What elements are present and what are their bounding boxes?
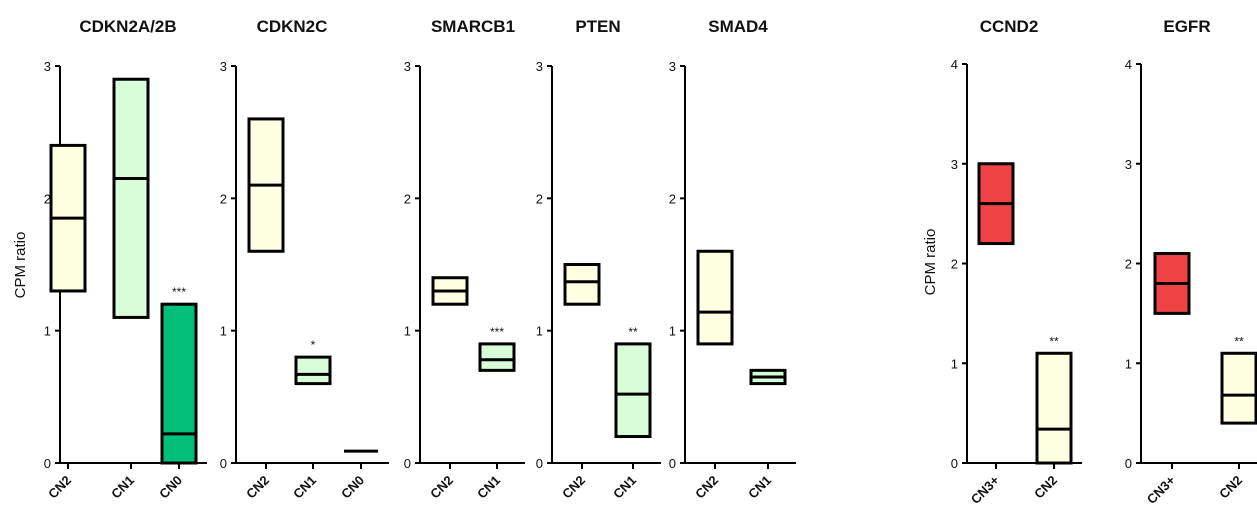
box-range (160, 302, 198, 465)
y-tick-label: 2 (44, 191, 51, 206)
significance-marker: ** (1049, 334, 1059, 348)
y-tick-label: 0 (669, 456, 676, 471)
box-range (614, 342, 652, 439)
significance-marker: *** (172, 285, 186, 299)
y-tick-label: 2 (220, 191, 227, 206)
box-range (1220, 351, 1257, 425)
y-tick-label: 4 (1125, 57, 1132, 72)
panel-title: SMAD4 (708, 17, 768, 36)
significance-marker: * (311, 338, 316, 352)
box-range (478, 342, 516, 372)
y-tick-label: 0 (1125, 456, 1132, 471)
significance-marker: *** (490, 325, 504, 339)
y-tick-label: 2 (404, 191, 411, 206)
y-tick-label: 1 (404, 324, 411, 339)
y-tick-label: 2 (536, 191, 543, 206)
y-tick-label: 1 (669, 324, 676, 339)
panel-title: SMARCB1 (431, 17, 515, 36)
y-tick-label: 2 (669, 191, 676, 206)
y-tick-label: 1 (951, 356, 958, 371)
panel-title: CCND2 (980, 17, 1039, 36)
box-range (563, 263, 601, 306)
y-tick-label: 3 (1125, 157, 1132, 172)
y-tick-label: 2 (1125, 257, 1132, 272)
y-tick-label: 3 (951, 157, 958, 172)
panel-title: EGFR (1163, 17, 1210, 36)
box-range (696, 249, 734, 346)
significance-marker: ** (628, 325, 638, 339)
y-tick-label: 3 (404, 59, 411, 74)
y-tick-label: 4 (951, 57, 958, 72)
y-axis-label-right: CPM ratio (922, 229, 939, 296)
significance-marker: ** (1234, 334, 1244, 348)
panel-title: CDKN2A/2B (79, 17, 176, 36)
y-tick-label: 1 (220, 324, 227, 339)
y-axis-label-left: CPM ratio (12, 232, 29, 299)
y-tick-label: 1 (536, 324, 543, 339)
y-tick-label: 1 (44, 324, 51, 339)
panel-title: CDKN2C (257, 17, 328, 36)
box-range (112, 77, 150, 319)
y-tick-label: 2 (951, 257, 958, 272)
y-tick-label: 0 (404, 456, 411, 471)
panel-title: PTEN (575, 17, 620, 36)
y-tick-label: 0 (220, 456, 227, 471)
box-range (1035, 351, 1073, 465)
y-tick-label: 1 (1125, 356, 1132, 371)
y-tick-label: 3 (536, 59, 543, 74)
y-tick-label: 0 (536, 456, 543, 471)
box-range (294, 355, 332, 386)
y-tick-label: 3 (44, 59, 51, 74)
y-tick-label: 3 (669, 59, 676, 74)
y-tick-label: 0 (44, 456, 51, 471)
y-tick-label: 0 (951, 456, 958, 471)
y-tick-label: 3 (220, 59, 227, 74)
